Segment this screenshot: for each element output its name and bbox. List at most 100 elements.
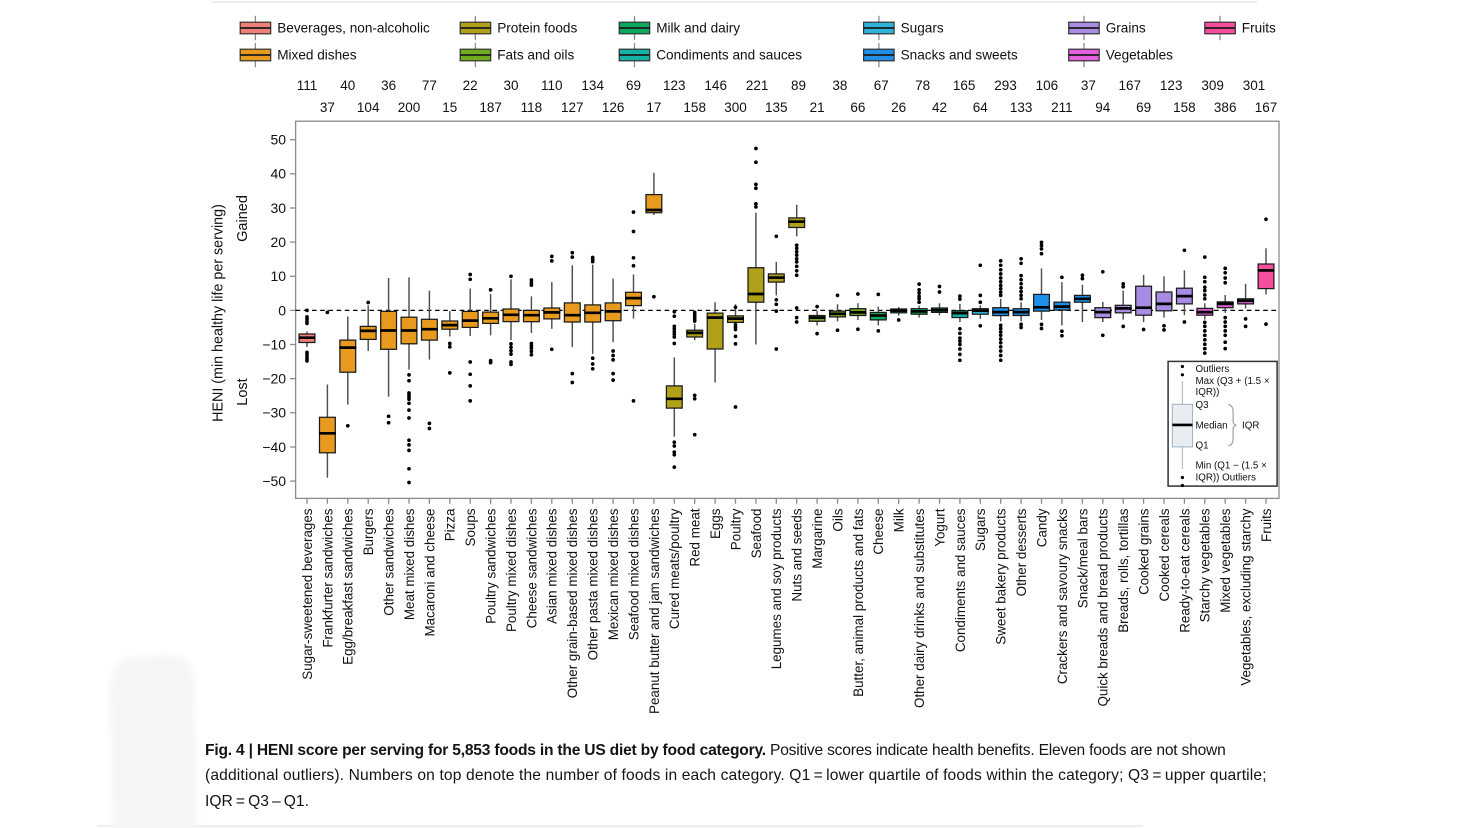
- svg-text:Mexican mixed dishes: Mexican mixed dishes: [606, 508, 621, 640]
- svg-text:167: 167: [1255, 100, 1278, 115]
- svg-text:Mixed dishes: Mixed dishes: [277, 48, 357, 63]
- svg-text:Fruits: Fruits: [1242, 21, 1276, 36]
- svg-text:Pizza: Pizza: [443, 508, 458, 541]
- svg-text:Fats and oils: Fats and oils: [497, 48, 574, 63]
- svg-text:Milk: Milk: [892, 508, 907, 532]
- svg-text:158: 158: [683, 100, 706, 115]
- svg-text:Other desserts: Other desserts: [1014, 508, 1029, 596]
- svg-text:Breads, rolls, tortillas: Breads, rolls, tortillas: [1116, 508, 1131, 633]
- svg-text:187: 187: [479, 100, 502, 115]
- svg-text:123: 123: [1160, 78, 1183, 93]
- svg-text:64: 64: [973, 100, 989, 115]
- svg-text:−20: −20: [262, 371, 286, 387]
- svg-text:Protein foods: Protein foods: [497, 21, 577, 36]
- svg-text:67: 67: [874, 78, 889, 93]
- svg-text:Median: Median: [1196, 420, 1228, 431]
- svg-text:Frankfurter sandwiches: Frankfurter sandwiches: [320, 508, 335, 647]
- svg-text:Yogurt: Yogurt: [932, 508, 947, 547]
- svg-text:300: 300: [724, 100, 747, 115]
- svg-text:HENI (min healthy life per ser: HENI (min healthy life per serving): [211, 204, 227, 422]
- svg-text:30: 30: [503, 78, 518, 93]
- svg-text:Poultry mixed dishes: Poultry mixed dishes: [504, 508, 519, 632]
- svg-text:69: 69: [1136, 100, 1151, 115]
- svg-text:Sugars: Sugars: [973, 508, 988, 551]
- svg-text:78: 78: [915, 78, 930, 93]
- svg-text:Candy: Candy: [1034, 508, 1049, 547]
- svg-text:Red meat: Red meat: [688, 508, 703, 566]
- svg-text:Min (Q1 − (1.5 ×: Min (Q1 − (1.5 ×: [1196, 460, 1268, 471]
- svg-text:Cheese sandwiches: Cheese sandwiches: [524, 508, 539, 628]
- svg-text:Quick breads and bread product: Quick breads and bread products: [1096, 508, 1111, 706]
- svg-text:Seafood mixed dishes: Seafood mixed dishes: [626, 508, 641, 640]
- svg-text:Nuts and seeds: Nuts and seeds: [790, 508, 805, 601]
- svg-text:Condiments and sauces: Condiments and sauces: [656, 48, 802, 63]
- svg-text:IQR)) Outliers: IQR)) Outliers: [1196, 472, 1257, 483]
- svg-text:Grains: Grains: [1106, 21, 1146, 36]
- svg-text:Milk and dairy: Milk and dairy: [656, 21, 740, 36]
- svg-text:22: 22: [463, 78, 478, 93]
- svg-text:Butter, animal products and fa: Butter, animal products and fats: [851, 508, 866, 697]
- svg-text:123: 123: [663, 78, 686, 93]
- svg-text:69: 69: [626, 78, 641, 93]
- svg-text:104: 104: [357, 100, 380, 115]
- svg-text:10: 10: [271, 268, 287, 284]
- svg-text:386: 386: [1214, 100, 1237, 115]
- svg-text:89: 89: [791, 78, 806, 93]
- svg-text:38: 38: [832, 78, 847, 93]
- svg-text:110: 110: [541, 78, 563, 93]
- svg-text:Mixed vegetables: Mixed vegetables: [1218, 508, 1233, 613]
- svg-text:133: 133: [1010, 100, 1033, 115]
- svg-text:118: 118: [521, 100, 543, 115]
- svg-text:Cheese: Cheese: [871, 509, 886, 555]
- svg-text:Q1: Q1: [1196, 440, 1209, 451]
- svg-text:77: 77: [422, 78, 437, 93]
- svg-text:111: 111: [297, 78, 318, 93]
- svg-text:37: 37: [1081, 78, 1096, 93]
- svg-text:Vegetables, excluding starchy: Vegetables, excluding starchy: [1239, 508, 1254, 685]
- svg-text:20: 20: [271, 234, 287, 250]
- svg-text:Other pasta mixed dishes: Other pasta mixed dishes: [586, 508, 601, 660]
- svg-text:−40: −40: [262, 439, 286, 455]
- svg-text:37: 37: [320, 100, 335, 115]
- svg-text:Peanut butter and jam sandwich: Peanut butter and jam sandwiches: [647, 508, 662, 714]
- svg-text:94: 94: [1095, 100, 1111, 115]
- svg-text:Asian mixed dishes: Asian mixed dishes: [545, 508, 560, 624]
- svg-text:Legumes and soy products: Legumes and soy products: [769, 508, 784, 669]
- svg-text:221: 221: [746, 78, 769, 93]
- svg-text:−50: −50: [262, 473, 286, 489]
- svg-text:IQR: IQR: [1242, 420, 1259, 431]
- svg-text:134: 134: [581, 78, 604, 93]
- svg-text:Q3: Q3: [1196, 400, 1210, 411]
- svg-text:Soups: Soups: [463, 508, 478, 546]
- svg-text:Egg/breakfast sandwiches: Egg/breakfast sandwiches: [341, 508, 356, 665]
- svg-text:Eggs: Eggs: [708, 508, 723, 539]
- svg-text:Cured meats/poultry: Cured meats/poultry: [667, 508, 682, 629]
- svg-text:Poultry sandwiches: Poultry sandwiches: [484, 508, 499, 624]
- svg-text:−30: −30: [262, 405, 286, 421]
- svg-text:Fruits: Fruits: [1259, 508, 1274, 542]
- svg-text:Margarine: Margarine: [810, 509, 825, 569]
- svg-text:Vegetables: Vegetables: [1106, 48, 1173, 63]
- svg-text:106: 106: [1036, 78, 1059, 93]
- svg-text:Other grain-based mixed dishes: Other grain-based mixed dishes: [565, 508, 580, 698]
- svg-text:158: 158: [1173, 100, 1196, 115]
- svg-text:135: 135: [765, 100, 788, 115]
- svg-text:Outliers: Outliers: [1196, 364, 1230, 375]
- svg-text:167: 167: [1119, 78, 1142, 93]
- svg-text:−10: −10: [262, 336, 286, 352]
- svg-text:126: 126: [602, 100, 625, 115]
- svg-text:301: 301: [1243, 78, 1266, 93]
- svg-text:Oils: Oils: [830, 508, 845, 531]
- svg-text:Other sandwiches: Other sandwiches: [382, 508, 397, 615]
- svg-text:293: 293: [994, 78, 1017, 93]
- svg-text:17: 17: [646, 100, 661, 115]
- svg-text:309: 309: [1201, 78, 1224, 93]
- svg-text:211: 211: [1051, 100, 1073, 115]
- svg-text:Cooked cereals: Cooked cereals: [1157, 508, 1172, 601]
- svg-text:Snacks and sweets: Snacks and sweets: [901, 48, 1018, 63]
- svg-text:IQR)): IQR)): [1196, 387, 1220, 398]
- svg-text:50: 50: [271, 132, 287, 148]
- svg-text:Sugar-sweetened beverages: Sugar-sweetened beverages: [300, 508, 315, 680]
- svg-text:Sweet bakery products: Sweet bakery products: [994, 508, 1009, 645]
- svg-text:Crackers and savoury snacks: Crackers and savoury snacks: [1055, 508, 1070, 684]
